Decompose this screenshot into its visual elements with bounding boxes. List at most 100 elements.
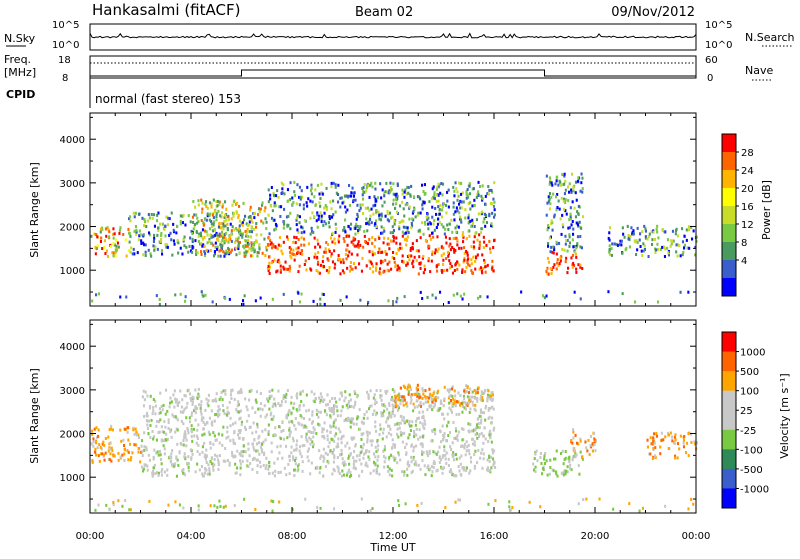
- power-cell: [339, 205, 342, 209]
- velocity-cell: [397, 408, 400, 412]
- velocity-cell: [296, 469, 299, 473]
- power-cell: [608, 231, 611, 235]
- power-cell: [389, 185, 392, 189]
- velocity-cell: [383, 409, 386, 413]
- power-cell: [447, 188, 450, 192]
- power-cell: [189, 236, 192, 240]
- velocity-cell: [129, 508, 132, 512]
- power-cell: [95, 293, 98, 297]
- velocity-cell: [241, 459, 244, 463]
- velocity-cell: [456, 400, 459, 404]
- power-cell: [640, 249, 643, 253]
- power-cell: [580, 181, 583, 185]
- power-cell: [230, 217, 233, 221]
- velocity-cell: [273, 474, 276, 478]
- power-cell: [436, 250, 439, 253]
- velocity-cell: [382, 454, 385, 458]
- velocity-cell: [186, 428, 189, 432]
- velocity-cell: [95, 426, 98, 430]
- velocity-cell: [475, 432, 478, 436]
- velocity-cell: [182, 506, 185, 510]
- velocity-cell: [322, 455, 325, 459]
- power-cell: [493, 181, 496, 185]
- velocity-cell: [160, 438, 163, 442]
- power-cell: [666, 246, 669, 250]
- velocity-cell: [349, 420, 352, 424]
- velocity-cell: [341, 461, 344, 465]
- power-cell: [560, 196, 563, 200]
- velocity-cell: [224, 504, 227, 508]
- power-cell: [334, 210, 337, 214]
- velocity-cell: [413, 435, 416, 438]
- power-cell: [444, 235, 447, 239]
- power-cell: [391, 225, 394, 229]
- velocity-cell: [278, 436, 281, 440]
- velocity-cell: [482, 391, 485, 395]
- velocity-cell: [447, 434, 450, 437]
- velocity-cell: [251, 442, 254, 446]
- power-cell: [321, 260, 324, 263]
- velocity-cell: [394, 405, 397, 409]
- power-cell: [285, 215, 288, 219]
- velocity-cell: [231, 453, 234, 457]
- power-cell: [406, 262, 409, 266]
- velocity-cell: [204, 467, 207, 470]
- power-cell: [296, 214, 299, 218]
- power-cell: [659, 247, 662, 251]
- power-cell: [574, 252, 577, 256]
- power-cell: [221, 244, 224, 248]
- power-cell: [416, 213, 419, 217]
- velocity-cell: [375, 468, 378, 472]
- power-cell: [435, 265, 438, 269]
- power-cell: [142, 241, 145, 245]
- velocity-cell: [434, 398, 437, 402]
- power-cell: [297, 246, 300, 250]
- power-cell: [251, 244, 254, 248]
- velocity-cell: [388, 456, 391, 459]
- velocity-ylabel: Slant Range [km]: [28, 368, 41, 464]
- velocity-cell: [183, 473, 186, 477]
- velocity-cell: [426, 466, 429, 470]
- velocity-cell: [259, 465, 262, 469]
- velocity-cell: [183, 407, 186, 411]
- velocity-cell: [490, 391, 493, 395]
- velocity-cell: [146, 411, 149, 415]
- power-cell: [674, 232, 677, 236]
- power-cell: [575, 246, 578, 250]
- velocity-cell: [432, 398, 435, 402]
- velocity-cell: [340, 409, 343, 413]
- power-cell: [201, 201, 204, 205]
- velocity-cell: [486, 466, 489, 470]
- power-cell: [448, 222, 451, 226]
- power-cell: [564, 242, 567, 246]
- power-cell: [352, 238, 355, 242]
- power-cell: [237, 244, 240, 248]
- velocity-cell: [652, 436, 655, 440]
- power-cell: [169, 231, 172, 235]
- power-cell: [349, 265, 352, 269]
- velocity-cell: [340, 441, 343, 445]
- velocity-cell: [412, 455, 415, 459]
- velocity-cell: [291, 436, 294, 440]
- velocity-cell: [154, 404, 157, 408]
- power-cell: [221, 233, 224, 237]
- colorbar-swatch: [722, 410, 736, 431]
- velocity-cell: [442, 454, 445, 457]
- power-cell: [563, 197, 566, 201]
- velocity-cell: [458, 469, 461, 473]
- velocity-cell: [331, 472, 334, 476]
- power-cell: [402, 207, 405, 211]
- colorbar-tick-label: 12: [741, 220, 754, 231]
- power-cell: [149, 252, 152, 256]
- velocity-cell: [476, 461, 479, 465]
- power-cell: [574, 250, 577, 254]
- power-cell: [218, 200, 221, 204]
- velocity-cell: [418, 403, 421, 407]
- velocity-cell: [407, 464, 410, 468]
- velocity-cell: [182, 468, 185, 471]
- velocity-cell: [543, 454, 546, 458]
- velocity-cell: [392, 399, 395, 403]
- power-cell: [670, 242, 673, 246]
- power-cell: [368, 222, 371, 226]
- power-cell: [252, 247, 255, 251]
